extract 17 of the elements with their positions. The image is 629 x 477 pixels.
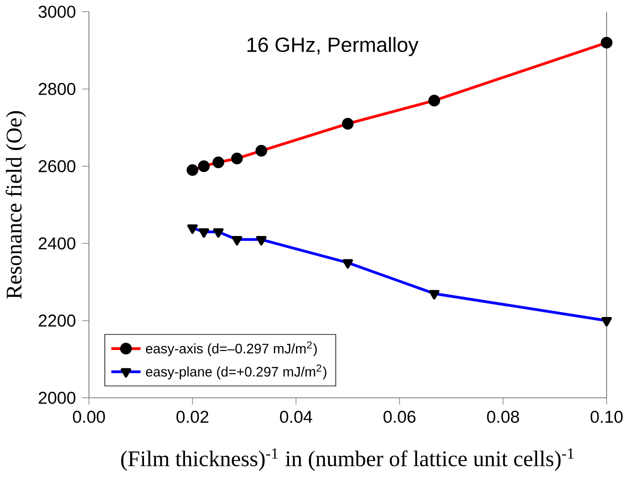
y-tick-label: 3000 [38,6,76,18]
x-tick-label: 0.08 [487,410,520,424]
x-tick-label: 0.04 [280,410,312,424]
y-axis-title: Resonance field (Oe) [6,111,26,300]
y-tick-label: 2600 [38,160,76,172]
x-tick-label: 0.00 [72,410,105,424]
x-axis-title: (Film thickness)$^{-1}$ in (number of lattice unit cells)$^{-1}$ [121,448,574,472]
y-tick-label: 2400 [38,238,76,250]
y-tick-label: 2200 [38,314,76,327]
y-tick-label: 2800 [38,83,76,96]
y-tick-label: 2000 [38,392,76,404]
legend-label: easy-plane (d=+0.297 mJ/m$^{2}$) [146,364,326,380]
x-tick-label: 0.10 [590,410,623,424]
annotation: 16 GHz, Permalloy [248,37,418,56]
x-tick-label: 0.06 [384,410,416,424]
x-tick-label: 0.02 [176,410,208,424]
legend-label: easy-axis (d=–0.297 mJ/m$^{2}$) [146,342,317,356]
